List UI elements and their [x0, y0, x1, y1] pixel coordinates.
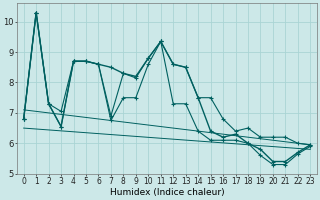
X-axis label: Humidex (Indice chaleur): Humidex (Indice chaleur) — [110, 188, 224, 197]
